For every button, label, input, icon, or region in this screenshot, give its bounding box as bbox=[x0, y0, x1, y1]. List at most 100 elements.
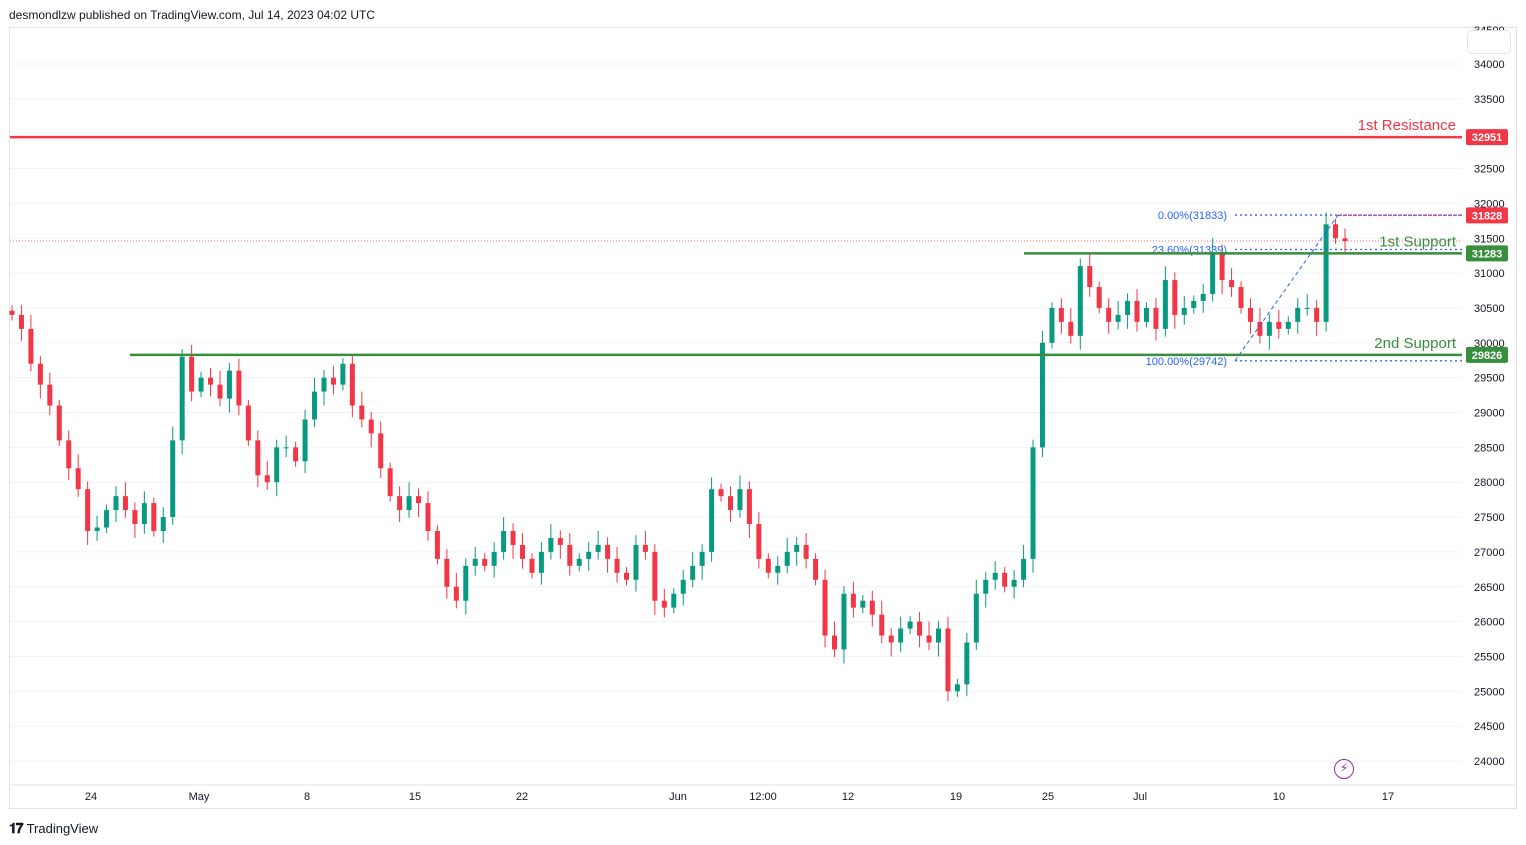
candle-body bbox=[709, 489, 715, 552]
candle-body bbox=[1238, 287, 1244, 308]
level-label: 1st Support bbox=[1379, 233, 1457, 250]
candle-body bbox=[397, 496, 403, 511]
high-price-tag-text: 31828 bbox=[1472, 210, 1503, 222]
candle-body bbox=[179, 356, 185, 441]
x-tick-label: 12 bbox=[842, 791, 854, 803]
candle-body bbox=[605, 544, 611, 559]
candle-body bbox=[425, 503, 431, 531]
candle-body bbox=[312, 391, 318, 420]
y-tick-label: 34000 bbox=[1474, 59, 1505, 71]
candle-body bbox=[1143, 307, 1149, 322]
candle-body bbox=[1077, 266, 1083, 336]
x-tick-label: May bbox=[189, 791, 210, 803]
candle-body bbox=[850, 593, 856, 608]
candle-body bbox=[869, 600, 875, 615]
candle-body bbox=[245, 405, 251, 441]
candle-body bbox=[122, 496, 128, 511]
candle-body bbox=[765, 558, 771, 573]
candle-body bbox=[661, 600, 667, 608]
lightning-icon[interactable]: ⚡ bbox=[1334, 759, 1354, 779]
candle-body bbox=[954, 684, 960, 692]
candle-body bbox=[576, 558, 582, 566]
candle-body bbox=[652, 551, 658, 601]
candle-body bbox=[264, 475, 270, 483]
candle-body bbox=[330, 377, 336, 385]
candle-body bbox=[18, 314, 24, 329]
scale-settings-button[interactable] bbox=[1467, 30, 1511, 54]
candle-body bbox=[841, 593, 847, 650]
candle-body bbox=[47, 384, 53, 406]
candle-body bbox=[321, 377, 327, 392]
publisher-caption: desmondlzw published on TradingView.com,… bbox=[9, 8, 375, 22]
candle-body bbox=[359, 405, 365, 420]
candle-body bbox=[917, 621, 923, 636]
candle-body bbox=[1172, 280, 1178, 315]
candle-body bbox=[898, 628, 904, 643]
candle-body bbox=[85, 489, 91, 531]
candle-body bbox=[642, 544, 648, 552]
candle-body bbox=[614, 558, 620, 573]
candle-body bbox=[992, 572, 998, 580]
candle-body bbox=[56, 405, 62, 441]
candle-body bbox=[453, 586, 459, 601]
y-tick-label: 28500 bbox=[1474, 442, 1505, 454]
candle-body bbox=[595, 544, 601, 552]
x-tick-label: 8 bbox=[304, 791, 310, 803]
candle-body bbox=[151, 503, 157, 531]
level-price-tag bbox=[1466, 346, 1508, 363]
candle-body bbox=[1181, 307, 1187, 315]
candle-body bbox=[75, 468, 81, 490]
candle-body bbox=[1087, 266, 1093, 288]
y-tick-label: 26000 bbox=[1474, 617, 1505, 629]
candle-body bbox=[548, 537, 554, 552]
candle-body bbox=[510, 530, 516, 545]
candle-body bbox=[567, 544, 573, 566]
y-tick-label: 27500 bbox=[1474, 512, 1505, 524]
candle-body bbox=[1058, 307, 1064, 322]
y-tick-label: 31500 bbox=[1474, 233, 1505, 245]
candle-body bbox=[1333, 224, 1339, 239]
candle-body bbox=[557, 537, 563, 545]
candle-body bbox=[813, 558, 819, 580]
candle-body bbox=[624, 572, 630, 580]
candle-body bbox=[529, 558, 535, 573]
x-tick-label: 22 bbox=[516, 791, 528, 803]
x-tick-label: 17 bbox=[1382, 791, 1394, 803]
candle-body bbox=[1266, 321, 1272, 336]
candle-body bbox=[1229, 280, 1235, 288]
candle-body bbox=[879, 614, 885, 636]
candle-body bbox=[1210, 252, 1216, 295]
candle-body bbox=[416, 496, 422, 504]
x-tick-label: 15 bbox=[409, 791, 421, 803]
candle-body bbox=[1304, 307, 1310, 309]
candle-body bbox=[1153, 307, 1159, 329]
candle-body bbox=[293, 447, 299, 462]
level-label: 2nd Support bbox=[1374, 335, 1457, 352]
candle-body bbox=[1134, 300, 1140, 322]
chart-pane[interactable] bbox=[9, 27, 1517, 809]
candle-body bbox=[463, 565, 469, 601]
level-price-tag-text: 32951 bbox=[1472, 132, 1503, 144]
y-tick-label: 24500 bbox=[1474, 721, 1505, 733]
candle-body bbox=[1323, 224, 1329, 322]
candle-body bbox=[671, 593, 677, 608]
candle-body bbox=[236, 370, 242, 406]
candle-body bbox=[520, 544, 526, 559]
x-tick-label: 10 bbox=[1273, 791, 1285, 803]
candle-body bbox=[198, 377, 204, 392]
candle-body bbox=[1295, 307, 1301, 322]
y-tick-label: 26500 bbox=[1474, 582, 1505, 594]
tradingview-logo-text: TradingView bbox=[26, 821, 99, 836]
candle-body bbox=[1096, 287, 1102, 308]
candle-body bbox=[699, 551, 705, 566]
candle-body bbox=[1039, 342, 1045, 448]
candle-body bbox=[586, 551, 592, 559]
candle-body bbox=[1191, 300, 1197, 308]
tradingview-logo-icon: 𝟏𝟕 bbox=[9, 820, 24, 836]
candle-body bbox=[1314, 307, 1320, 322]
candle-body bbox=[226, 370, 232, 399]
fib-level-label: 0.00%(31833) bbox=[1158, 210, 1227, 222]
candle-body bbox=[349, 363, 355, 406]
candle-body bbox=[132, 510, 138, 525]
